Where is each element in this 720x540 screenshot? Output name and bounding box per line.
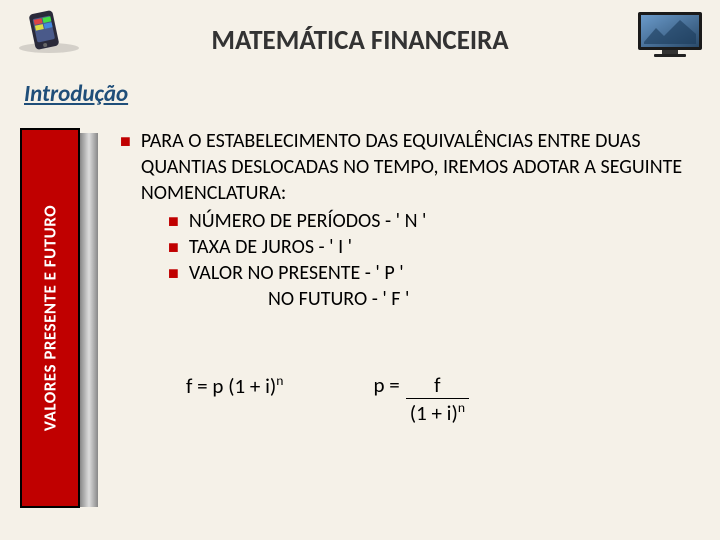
formula-p-numer: f <box>406 372 469 399</box>
formula-p-frac: f (1 + i)n <box>406 372 469 426</box>
sidebar-label: VALORES PRESENTE E FUTURO <box>40 205 61 431</box>
sidebar-accent <box>80 133 98 507</box>
main-bullet-text: PARA O ESTABELECIMENTO DAS EQUIVALÊNCIAS… <box>141 128 690 206</box>
formula-p-denom: (1 + i)n <box>406 399 469 426</box>
formula-p-lhs: p = <box>373 372 399 398</box>
bullet-icon: ■ <box>168 208 179 234</box>
sub-bullet-1: ■ NÚMERO DE PERÍODOS - ' N ' <box>168 208 690 234</box>
formula-p: p = f (1 + i)n <box>373 372 469 426</box>
main-bullet: ■ PARA O ESTABELECIMENTO DAS EQUIVALÊNCI… <box>120 128 690 206</box>
bullet-icon: ■ <box>168 234 179 260</box>
sub-bullet-3: ■ VALOR NO PRESENTE - ' P ' <box>168 260 690 286</box>
sub-bullet-cont: NO FUTURO - ' F ' <box>268 286 690 312</box>
sub-bullets: ■ NÚMERO DE PERÍODOS - ' N ' ■ TAXA DE J… <box>168 208 690 312</box>
bullet-icon: ■ <box>120 128 131 206</box>
sidebar-box: VALORES PRESENTE E FUTURO <box>20 128 80 508</box>
sub-bullet-2: ■ TAXA DE JUROS - ' I ' <box>168 234 690 260</box>
content-area: ■ PARA O ESTABELECIMENTO DAS EQUIVALÊNCI… <box>120 128 690 312</box>
slide-title: MATEMÁTICA FINANCEIRA <box>0 24 720 57</box>
slide-subtitle: Introdução <box>24 80 128 108</box>
formula-f-sup: n <box>276 372 283 389</box>
formulas-row: f = p (1 + i)n p = f (1 + i)n <box>186 372 660 426</box>
formula-f-body: f = p (1 + i) <box>186 373 276 399</box>
sub-bullet-text: NÚMERO DE PERÍODOS - ' N ' <box>189 208 427 234</box>
bullet-icon: ■ <box>168 260 179 286</box>
slide-header: MATEMÁTICA FINANCEIRA <box>0 24 720 57</box>
sub-bullet-text: TAXA DE JUROS - ' I ' <box>189 234 352 260</box>
formula-f: f = p (1 + i)n <box>186 372 283 426</box>
sub-bullet-text: VALOR NO PRESENTE - ' P ' <box>189 260 404 286</box>
